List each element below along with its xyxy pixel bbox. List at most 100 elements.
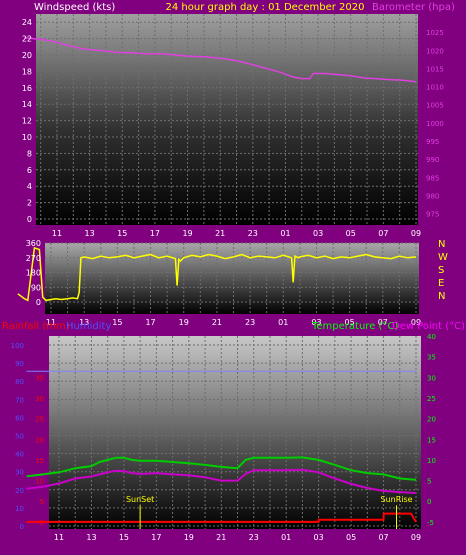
windspeed-tick-label: 2 (27, 199, 32, 208)
time-tick-label: 05 (345, 318, 355, 327)
rainfall-tick-label: 0 (40, 519, 44, 527)
humidity-tick-label: 0 (20, 523, 24, 531)
humidity-tick-label: 40 (15, 451, 24, 459)
temperature-axis-title: Temperature (°C) (311, 321, 398, 332)
windspeed-tick-label: 16 (22, 84, 32, 93)
sunset-label: SunSet (126, 495, 154, 504)
barometer-axis-title: Barometer (hpa) (372, 2, 455, 13)
windspeed-tick-label: 12 (22, 117, 32, 126)
barometer-tick-label: 1025 (426, 29, 444, 37)
temperature-tick-label: 15 (427, 436, 436, 444)
time-tick-label: 11 (52, 229, 62, 238)
windspeed-tick-label: 20 (22, 51, 32, 60)
temperature-tick-label: 40 (427, 333, 436, 341)
barometer-tick-label: 990 (426, 156, 439, 164)
series-direction-line (17, 246, 417, 302)
humidity-tick-label: 20 (15, 487, 24, 495)
humidity-tick-label: 30 (15, 469, 24, 477)
time-tick-label: 15 (119, 533, 129, 542)
compass-label: N (438, 239, 445, 250)
windspeed-tick-label: 4 (27, 182, 32, 191)
barometer-tick-label: 1010 (426, 84, 444, 92)
wind-direction-plot-area (45, 243, 419, 314)
time-tick-label: 15 (117, 229, 127, 238)
temperature-tick-label: 35 (427, 354, 436, 362)
rainfall-tick-label: 35 (35, 374, 44, 382)
rainfall-tick-label: 25 (35, 416, 44, 424)
time-tick-label: 01 (278, 318, 288, 327)
windspeed-axis-title: Windspeed (kts) (34, 2, 115, 13)
temperature-tick-label: 20 (427, 416, 436, 424)
sunrise-label: SunRise (380, 495, 412, 504)
temperature-tick-label: 0 (427, 498, 431, 506)
temp-rain-plot-area (49, 336, 421, 529)
series-temperature-line (26, 456, 417, 481)
time-tick-label: 15 (112, 318, 122, 327)
compass-label: E (438, 278, 444, 289)
time-tick-label: 01 (280, 229, 290, 238)
windspeed-tick-label: 24 (22, 18, 32, 27)
time-tick-label: 19 (179, 318, 189, 327)
direction-tick-label: 360 (26, 239, 41, 248)
rainfall-tick-label: 5 (40, 498, 44, 506)
windspeed-tick-label: 0 (27, 215, 32, 224)
time-tick-label: 13 (79, 318, 89, 327)
direction-tick-label: 180 (26, 269, 41, 278)
time-tick-label: 03 (313, 229, 323, 238)
windspeed-tick-label: 18 (22, 67, 32, 76)
time-tick-label: 13 (86, 533, 96, 542)
temperature-tick-label: 25 (427, 395, 436, 403)
temperature-tick-label: -5 (427, 519, 434, 527)
time-tick-label: 19 (182, 229, 192, 238)
series-dew-point-line (26, 468, 417, 494)
compass-label: S (438, 265, 444, 276)
windspeed-tick-label: 8 (27, 149, 32, 158)
time-tick-label: 05 (346, 533, 356, 542)
humidity-tick-label: 70 (15, 396, 24, 404)
time-tick-label: 09 (411, 533, 421, 542)
time-tick-label: 03 (314, 533, 324, 542)
windspeed-tick-label: 10 (22, 133, 32, 142)
time-tick-label: 21 (215, 229, 225, 238)
windspeed-tick-label: 22 (22, 35, 32, 44)
windspeed-tick-label: 14 (22, 100, 32, 109)
compass-label: N (438, 291, 445, 302)
time-tick-label: 19 (184, 533, 194, 542)
chart-date-title: 24 hour graph day : 01 December 2020 (166, 2, 365, 13)
barometer-tick-label: 995 (426, 138, 439, 146)
humidity-tick-label: 90 (15, 360, 24, 368)
dew-point-axis-title: Dew Point (°C) (392, 321, 465, 332)
direction-tick-label: 270 (26, 254, 41, 263)
rainfall-tick-label: 30 (35, 395, 44, 403)
barometer-tick-label: 1005 (426, 102, 444, 110)
time-tick-label: 13 (85, 229, 95, 238)
barometer-tick-label: 985 (426, 174, 439, 182)
time-tick-label: 23 (245, 318, 255, 327)
humidity-tick-label: 50 (15, 433, 24, 441)
humidity-tick-label: 60 (15, 414, 24, 422)
time-tick-label: 17 (150, 229, 160, 238)
humidity-tick-label: 80 (15, 378, 24, 386)
time-tick-label: 21 (216, 533, 226, 542)
direction-tick-label: 90 (31, 283, 41, 292)
time-tick-label: 23 (248, 229, 258, 238)
barometer-tick-label: 1015 (426, 65, 444, 73)
time-tick-label: 07 (378, 229, 388, 238)
rainfall-tick-label: 10 (35, 478, 44, 486)
rainfall-tick-label: 20 (35, 436, 44, 444)
rainfall-axis-title: Rainfall (mm) (2, 321, 70, 332)
time-tick-label: 11 (46, 318, 56, 327)
humidity-tick-label: 10 (15, 505, 24, 513)
temperature-tick-label: 5 (427, 478, 431, 486)
time-tick-label: 07 (378, 318, 388, 327)
time-tick-label: 09 (411, 318, 421, 327)
time-tick-label: 09 (411, 229, 421, 238)
wind-pressure-plot-area (36, 14, 418, 225)
time-tick-label: 21 (212, 318, 222, 327)
rainfall-tick-label: 15 (35, 457, 44, 465)
series-rainfall-line (26, 512, 417, 523)
time-tick-label: 01 (281, 533, 291, 542)
time-tick-label: 17 (151, 533, 161, 542)
barometer-tick-label: 1020 (426, 47, 444, 55)
